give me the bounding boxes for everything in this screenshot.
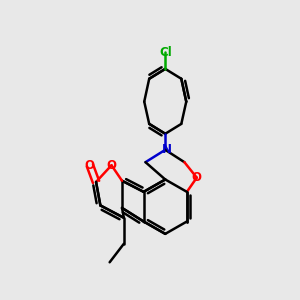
Text: O: O	[106, 159, 116, 172]
Text: N: N	[162, 143, 172, 156]
Text: O: O	[192, 171, 202, 184]
Text: O: O	[85, 159, 95, 172]
Text: Cl: Cl	[159, 46, 172, 59]
